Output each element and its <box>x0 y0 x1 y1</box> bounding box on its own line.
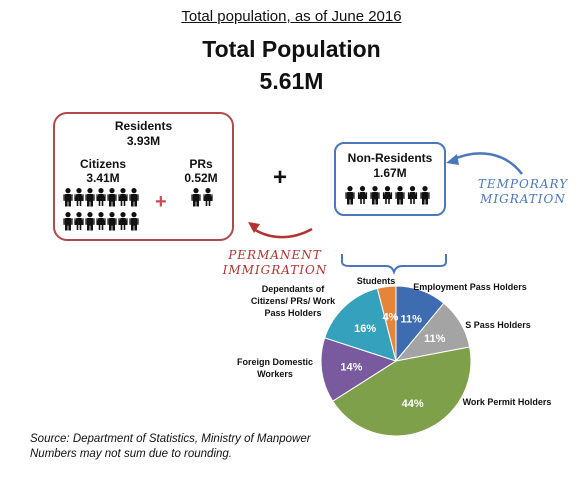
temporary-arrow-icon <box>451 152 523 175</box>
total-population-value: 5.61M <box>259 68 324 94</box>
residents-value: 3.93M <box>126 134 161 148</box>
immigration-line: IMMIGRATION <box>222 263 328 277</box>
temporary-line: TEMPORARY <box>477 177 569 191</box>
woman-icon <box>357 186 368 204</box>
chart-caption: Total population, as of June 2016 <box>181 8 402 25</box>
citizens-label: Citizens <box>79 157 126 171</box>
slice-value-label: 11% <box>400 314 422 326</box>
woman-icon <box>118 188 128 206</box>
slice-category-label: Students <box>357 276 396 286</box>
source-line: Source: Department of Statistics, Minist… <box>30 433 311 445</box>
slice-value-label: 44% <box>402 398 424 410</box>
people-icons <box>63 186 430 231</box>
man-icon <box>395 186 405 205</box>
slice-value-label: 4% <box>382 311 398 323</box>
residents-box <box>53 112 234 241</box>
woman-icon <box>118 212 128 230</box>
pie-slice-3 <box>320 337 398 402</box>
man-icon <box>85 212 95 231</box>
residents-plus: + <box>155 191 167 213</box>
man-icon <box>345 186 355 205</box>
permanent-arrowhead-icon <box>248 222 260 233</box>
permanent-line: PERMANENT <box>228 248 322 262</box>
slice-category-label: Work Permit Holders <box>463 397 552 407</box>
man-icon <box>420 186 430 205</box>
slice-category-label: Employment Pass Holders <box>413 282 527 292</box>
man-icon <box>107 188 117 207</box>
slice-value-label: 16% <box>354 323 376 335</box>
migration-line: MIGRATION <box>480 192 566 206</box>
man-icon <box>129 188 139 207</box>
residents-label: Residents <box>114 119 173 133</box>
woman-icon <box>74 188 84 206</box>
woman-icon <box>96 188 106 206</box>
prs-value: 0.52M <box>184 171 218 185</box>
woman-icon <box>203 188 213 206</box>
pie-chart: 11% Employment Pass Holders 11% S Pass Hold… <box>237 276 552 437</box>
slice-value-label: 11% <box>424 333 446 345</box>
man-icon <box>129 212 139 231</box>
temporary-migration-label: TEMPORARY MIGRATION <box>466 177 580 207</box>
page-title: Total Population <box>202 36 381 62</box>
permanent-arrow-icon <box>251 226 313 239</box>
man-icon <box>191 188 201 207</box>
pie-slice-5 <box>376 285 397 362</box>
nonresidents-value: 1.67M <box>373 166 407 180</box>
woman-icon <box>407 186 418 204</box>
slice-category-label: S Pass Holders <box>465 320 531 330</box>
man-icon <box>63 212 73 231</box>
slice-category-label: Dependants of Citizens/ PRs/ Work Pass Hol… <box>251 284 336 318</box>
source-note: Source: Department of Statistics, Minist… <box>30 432 311 462</box>
man-icon <box>85 188 95 207</box>
woman-icon <box>74 212 84 230</box>
man-icon <box>370 186 380 205</box>
nonresidents-label: Non-Residents <box>347 151 433 165</box>
residents-nonresidents-plus: + <box>273 164 288 191</box>
pie-slice-2 <box>331 346 472 437</box>
nonresidents-box <box>334 142 446 216</box>
woman-icon <box>96 212 106 230</box>
man-icon <box>107 212 117 231</box>
prs-label: PRs <box>189 157 213 171</box>
temporary-arrowhead-icon <box>446 154 459 165</box>
citizens-value: 3.41M <box>86 171 120 185</box>
woman-icon <box>382 186 393 204</box>
rounding-note: Numbers may not sum due to rounding. <box>30 448 232 460</box>
permanent-immigration-label: PERMANENT IMMIGRATION <box>220 248 330 278</box>
nonresidents-brace <box>341 254 447 276</box>
pie-slice-4 <box>324 287 397 362</box>
slice-category-label: Foreign Domestic Workers <box>237 357 313 379</box>
slice-value-label: 14% <box>340 362 362 374</box>
man-icon <box>63 188 73 207</box>
